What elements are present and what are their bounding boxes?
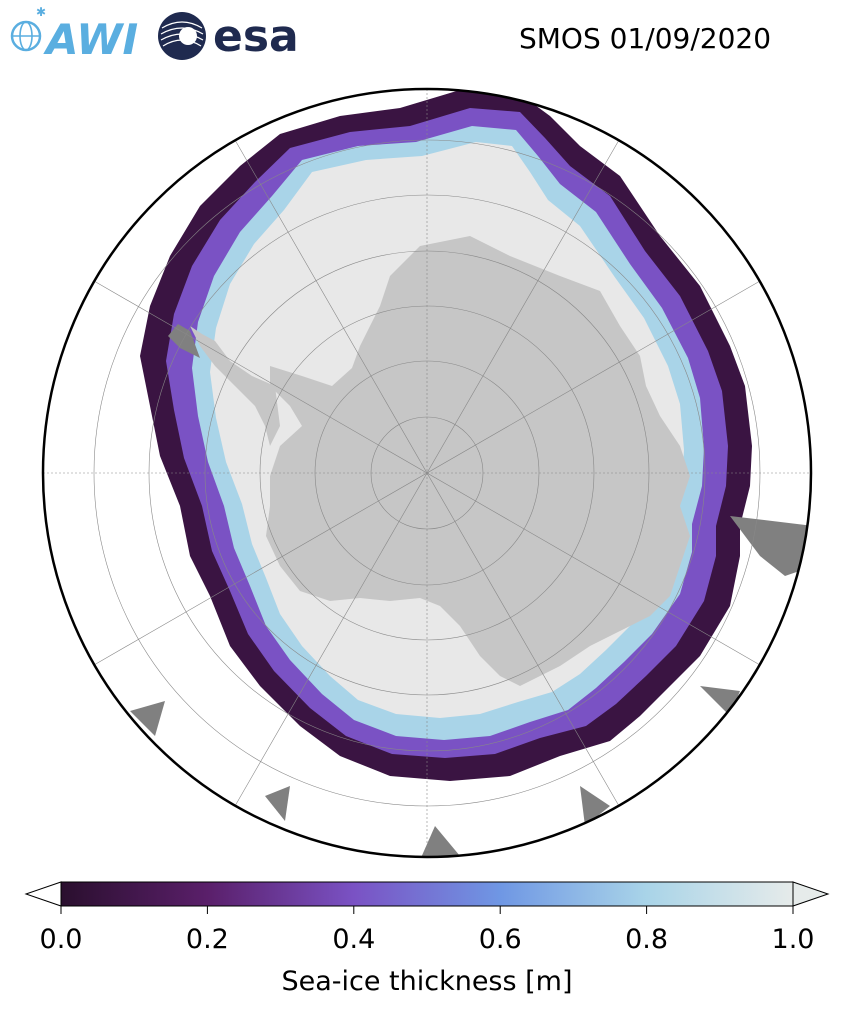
- colorbar-extend-max: [792, 881, 830, 907]
- awi-logo-text: AWI: [43, 15, 138, 62]
- antarctica-land: [266, 236, 690, 686]
- awi-logo-icon: ✱ AWI: [10, 6, 138, 62]
- colorbar-extend-min: [24, 881, 62, 907]
- colorbar-tick-label: 0.0: [40, 924, 83, 955]
- map-title: SMOS 01/09/2020: [519, 22, 772, 55]
- colorbar-gradient: [60, 881, 794, 907]
- colorbar-tick-label: 1.0: [772, 924, 815, 955]
- svg-text:✱: ✱: [36, 6, 46, 19]
- colorbar: 0.0 0.2 0.4 0.6 0.8 1.0 Sea-ice thickness [m]: [24, 881, 830, 997]
- land-east: [730, 516, 811, 576]
- land-west: [130, 701, 165, 736]
- colorbar-label: Sea-ice thickness [m]: [281, 966, 572, 997]
- colorbar-tick-label: 0.4: [332, 924, 375, 955]
- land-south-2: [420, 826, 460, 857]
- colorbar-tick-label: 0.2: [186, 924, 229, 955]
- land-south-1: [580, 786, 610, 826]
- colorbar-ticks: 0.0 0.2 0.4 0.6 0.8 1.0: [40, 906, 815, 955]
- esa-logo-text: esa: [213, 11, 299, 62]
- polar-map: [41, 87, 813, 859]
- colorbar-tick-label: 0.6: [479, 924, 522, 955]
- esa-logo-icon: esa: [158, 11, 299, 62]
- map-boundary: [41, 87, 813, 859]
- antarctic-peninsula: [190, 326, 280, 446]
- south-america-tip: [168, 324, 200, 358]
- land-southwest: [265, 786, 290, 821]
- colorbar-tick-label: 0.8: [625, 924, 668, 955]
